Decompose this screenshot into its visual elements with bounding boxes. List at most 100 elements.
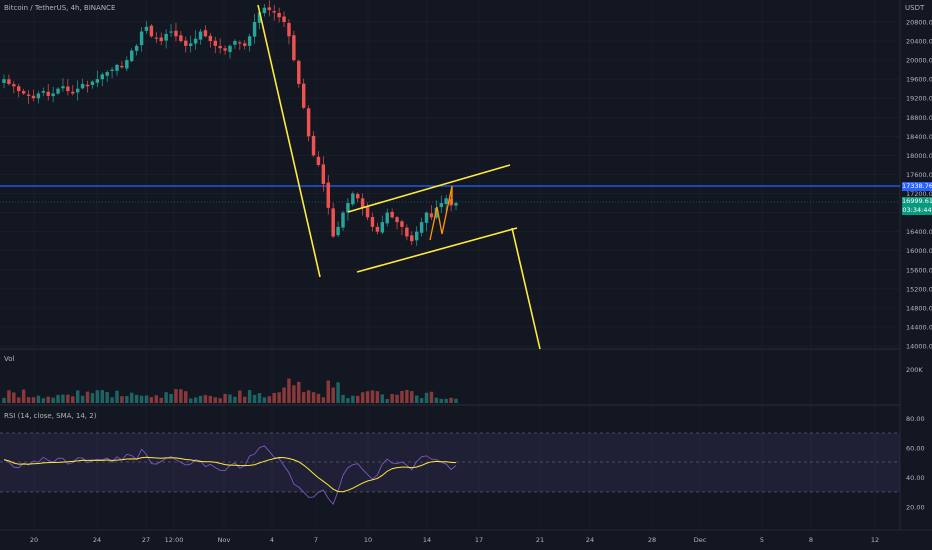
volume-bar [125,396,129,403]
candle-body [297,60,301,84]
candle-body [139,31,144,46]
rsi-sma-line[interactable] [3,456,457,493]
candle-body [203,30,208,37]
candle-body [277,12,281,18]
volume-bar [169,394,173,403]
volume-bar [228,394,232,403]
candle-body [341,212,345,228]
volume-bar [208,395,213,403]
volume-bar [257,393,262,403]
candle-body [80,83,85,89]
volume-bar [198,395,203,403]
volume-bar [365,391,370,403]
candle-body [7,79,11,84]
volume-bar [243,396,247,403]
volume-bar [36,395,41,403]
volume-bar [21,389,26,403]
candle-body [238,42,242,44]
volume-bar [429,391,434,403]
candle-body [321,164,326,184]
rsi-indicator-label[interactable]: RSI (14, close, SMA, 14, 2) [4,412,97,420]
candle-countdown: 03:34:44 [902,206,932,214]
trendline-drawings[interactable] [257,4,541,350]
time-axis[interactable]: 20 24 27 12:00 Nov 4 7 10 14 17 21 24 28 Dec 5 8 12 [30,536,879,544]
volume-bar [144,395,149,403]
volume-bar [134,394,139,403]
volume-bar [80,395,85,403]
candle-body [188,43,193,46]
candle-body [233,41,237,45]
candle-body [46,91,50,96]
volume-bar [203,395,208,403]
candle-body [51,93,55,97]
time-axis-label: 27 [142,536,150,544]
volume-bar [292,385,296,403]
volume-bar [385,398,389,403]
time-axis-label: 8 [809,536,813,544]
volume-bar [75,390,80,403]
channel-lower-line[interactable] [356,227,518,273]
volume-bar [174,389,178,403]
volume-bar [454,398,458,403]
candle-body [306,108,311,137]
candle-body [311,135,316,156]
price-tick-label: 16000.00 [906,247,932,255]
candle-body [36,93,41,99]
candle-body [193,38,198,44]
volume-bar [272,392,276,403]
volume-bar [414,395,419,403]
volume-bar [149,397,154,403]
volume-bar [7,390,11,403]
zigzag-pattern[interactable] [429,185,453,241]
candle-body [346,203,350,213]
volume-bar [356,395,360,403]
candle-body [390,211,394,218]
candle-series[interactable] [2,0,458,246]
volume-bar [188,398,193,403]
candle-body [370,217,375,227]
candle-body [228,45,232,52]
volume-bar [400,391,404,403]
volume-bar [390,394,394,403]
price-tick-label: 14800.00 [906,304,932,312]
volume-bar [17,397,21,403]
volume-axis-tick: 200K [906,366,923,374]
candle-body [400,221,404,227]
volume-bar [85,391,90,403]
volume-bar [154,395,159,403]
volume-bar [56,394,60,403]
candle-body [100,74,104,80]
volume-bar [316,393,321,403]
time-axis-label: 4 [270,536,274,544]
volume-bar [31,397,36,403]
symbol-title[interactable]: Bitcoin / TetherUS, 4h, BINANCE [4,4,116,12]
volume-bar [51,397,55,403]
volume-bar [193,397,198,403]
price-tick-label: 15200.00 [906,285,932,293]
volume-bar [46,396,50,403]
trendline-down-1[interactable] [257,4,321,278]
current-price-value: 16999.61 [902,197,932,205]
volume-bar [2,397,6,403]
price-axis[interactable]: 20800.00 20400.00 20000.00 19600.00 19200.00… [906,19,932,351]
volume-bar [213,397,217,403]
candle-body [66,86,70,92]
candle-body [90,81,95,86]
volume-bar [321,397,326,403]
price-tick-label: 20800.00 [906,19,932,27]
volume-bar [218,398,222,403]
candle-body [12,84,16,87]
candle-body [208,35,213,42]
projection-line[interactable] [511,227,541,350]
channel-upper-line[interactable] [347,164,511,213]
volume-bar [90,393,95,403]
volume-bar [110,397,114,403]
candle-body [169,31,173,33]
volume-indicator-label[interactable]: Vol [4,355,15,363]
volume-bar [61,394,65,403]
volume-bar [159,397,163,403]
candle-body [21,91,26,94]
price-tick-label: 20000.00 [906,57,932,65]
candle-body [272,11,276,13]
